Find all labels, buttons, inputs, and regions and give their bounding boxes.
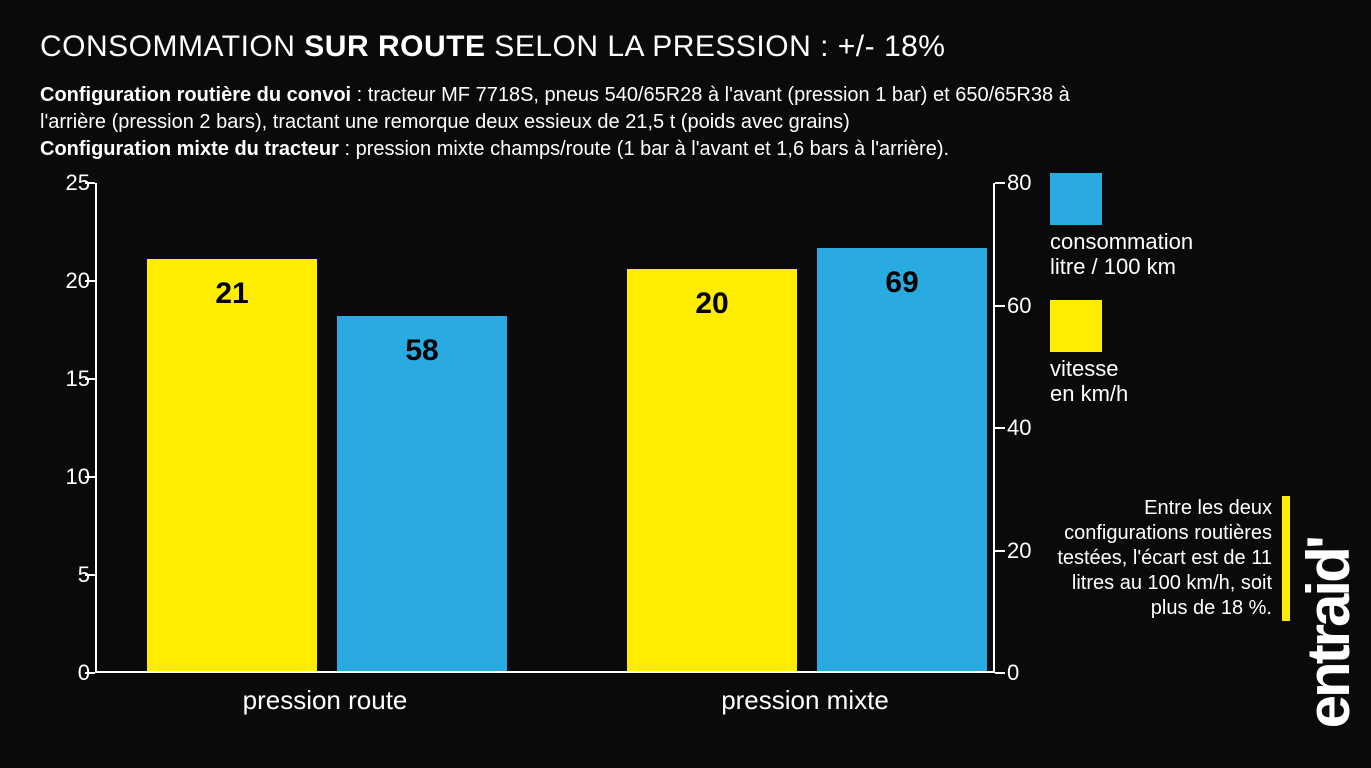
- bar-value-label: 69: [817, 266, 987, 300]
- brand-text: entraid': [1295, 538, 1362, 728]
- y-right-tick-mark: [995, 672, 1005, 674]
- legend-label-vitesse: vitesseen km/h: [1050, 356, 1290, 407]
- right-column: consommationlitre / 100 km vitesseen km/…: [1030, 173, 1290, 733]
- y-right-tick-label: 80: [1007, 170, 1052, 196]
- bar: 21: [147, 259, 317, 671]
- y-right-tick-label: 40: [1007, 415, 1052, 441]
- plot-area: 21 58 20 69: [95, 183, 995, 673]
- chart-title: CONSOMMATION SUR ROUTE SELON LA PRESSION…: [40, 30, 1331, 64]
- legend-item-consommation: [1050, 173, 1290, 225]
- y-right-tick-mark: [995, 550, 1005, 552]
- y-left-tick-mark: [85, 280, 95, 282]
- y-left-tick-label: 5: [45, 562, 90, 588]
- y-left-tick-label: 15: [45, 366, 90, 392]
- y-right-tick-label: 60: [1007, 293, 1052, 319]
- y-left-tick-mark: [85, 574, 95, 576]
- legend-swatch-yellow: [1050, 300, 1102, 352]
- legend-label-consommation: consommationlitre / 100 km: [1050, 229, 1290, 280]
- subtitle-line2-rest: : pression mixte champs/route (1 bar à l…: [339, 138, 949, 160]
- y-left-tick-mark: [85, 476, 95, 478]
- y-right-tick-mark: [995, 305, 1005, 307]
- note-text: Entre les deux configurations routières …: [1050, 496, 1282, 621]
- bar-value-label: 20: [627, 287, 797, 321]
- bar-chart: 21582069 0510152025020406080pression rou…: [40, 173, 1030, 733]
- brand-logo: entraid': [1305, 538, 1353, 728]
- y-left-tick-mark: [85, 378, 95, 380]
- y-left-tick-mark: [85, 672, 95, 674]
- bar-value-label: 58: [337, 334, 507, 368]
- bar: 69: [817, 248, 987, 671]
- title-post: SELON LA PRESSION : +/- 18%: [485, 30, 945, 63]
- x-category-label: pression mixte: [721, 685, 889, 716]
- y-right-tick-label: 0: [1007, 660, 1052, 686]
- chart-subtitle: Configuration routière du convoi : tract…: [40, 82, 1090, 163]
- y-right-tick-label: 20: [1007, 538, 1052, 564]
- bar-value-label: 21: [147, 277, 317, 311]
- note-accent-bar: [1282, 496, 1290, 621]
- subtitle-line1-bold: Configuration routière du convoi: [40, 84, 351, 106]
- y-left-tick-mark: [85, 182, 95, 184]
- subtitle-line2-bold: Configuration mixte du tracteur: [40, 138, 339, 160]
- x-category-label: pression route: [243, 685, 408, 716]
- title-bold: SUR ROUTE: [304, 30, 485, 63]
- note-block: Entre les deux configurations routières …: [1050, 496, 1290, 621]
- y-left-tick-label: 25: [45, 170, 90, 196]
- y-left-tick-label: 0: [45, 660, 90, 686]
- bar: 58: [337, 316, 507, 671]
- y-left-tick-label: 20: [45, 268, 90, 294]
- title-pre: CONSOMMATION: [40, 30, 304, 63]
- legend: consommationlitre / 100 km vitesseen km/…: [1050, 173, 1290, 406]
- legend-swatch-blue: [1050, 173, 1102, 225]
- legend-item-vitesse: [1050, 300, 1290, 352]
- y-left-tick-label: 10: [45, 464, 90, 490]
- bar: 20: [627, 269, 797, 671]
- y-right-tick-mark: [995, 427, 1005, 429]
- y-right-tick-mark: [995, 182, 1005, 184]
